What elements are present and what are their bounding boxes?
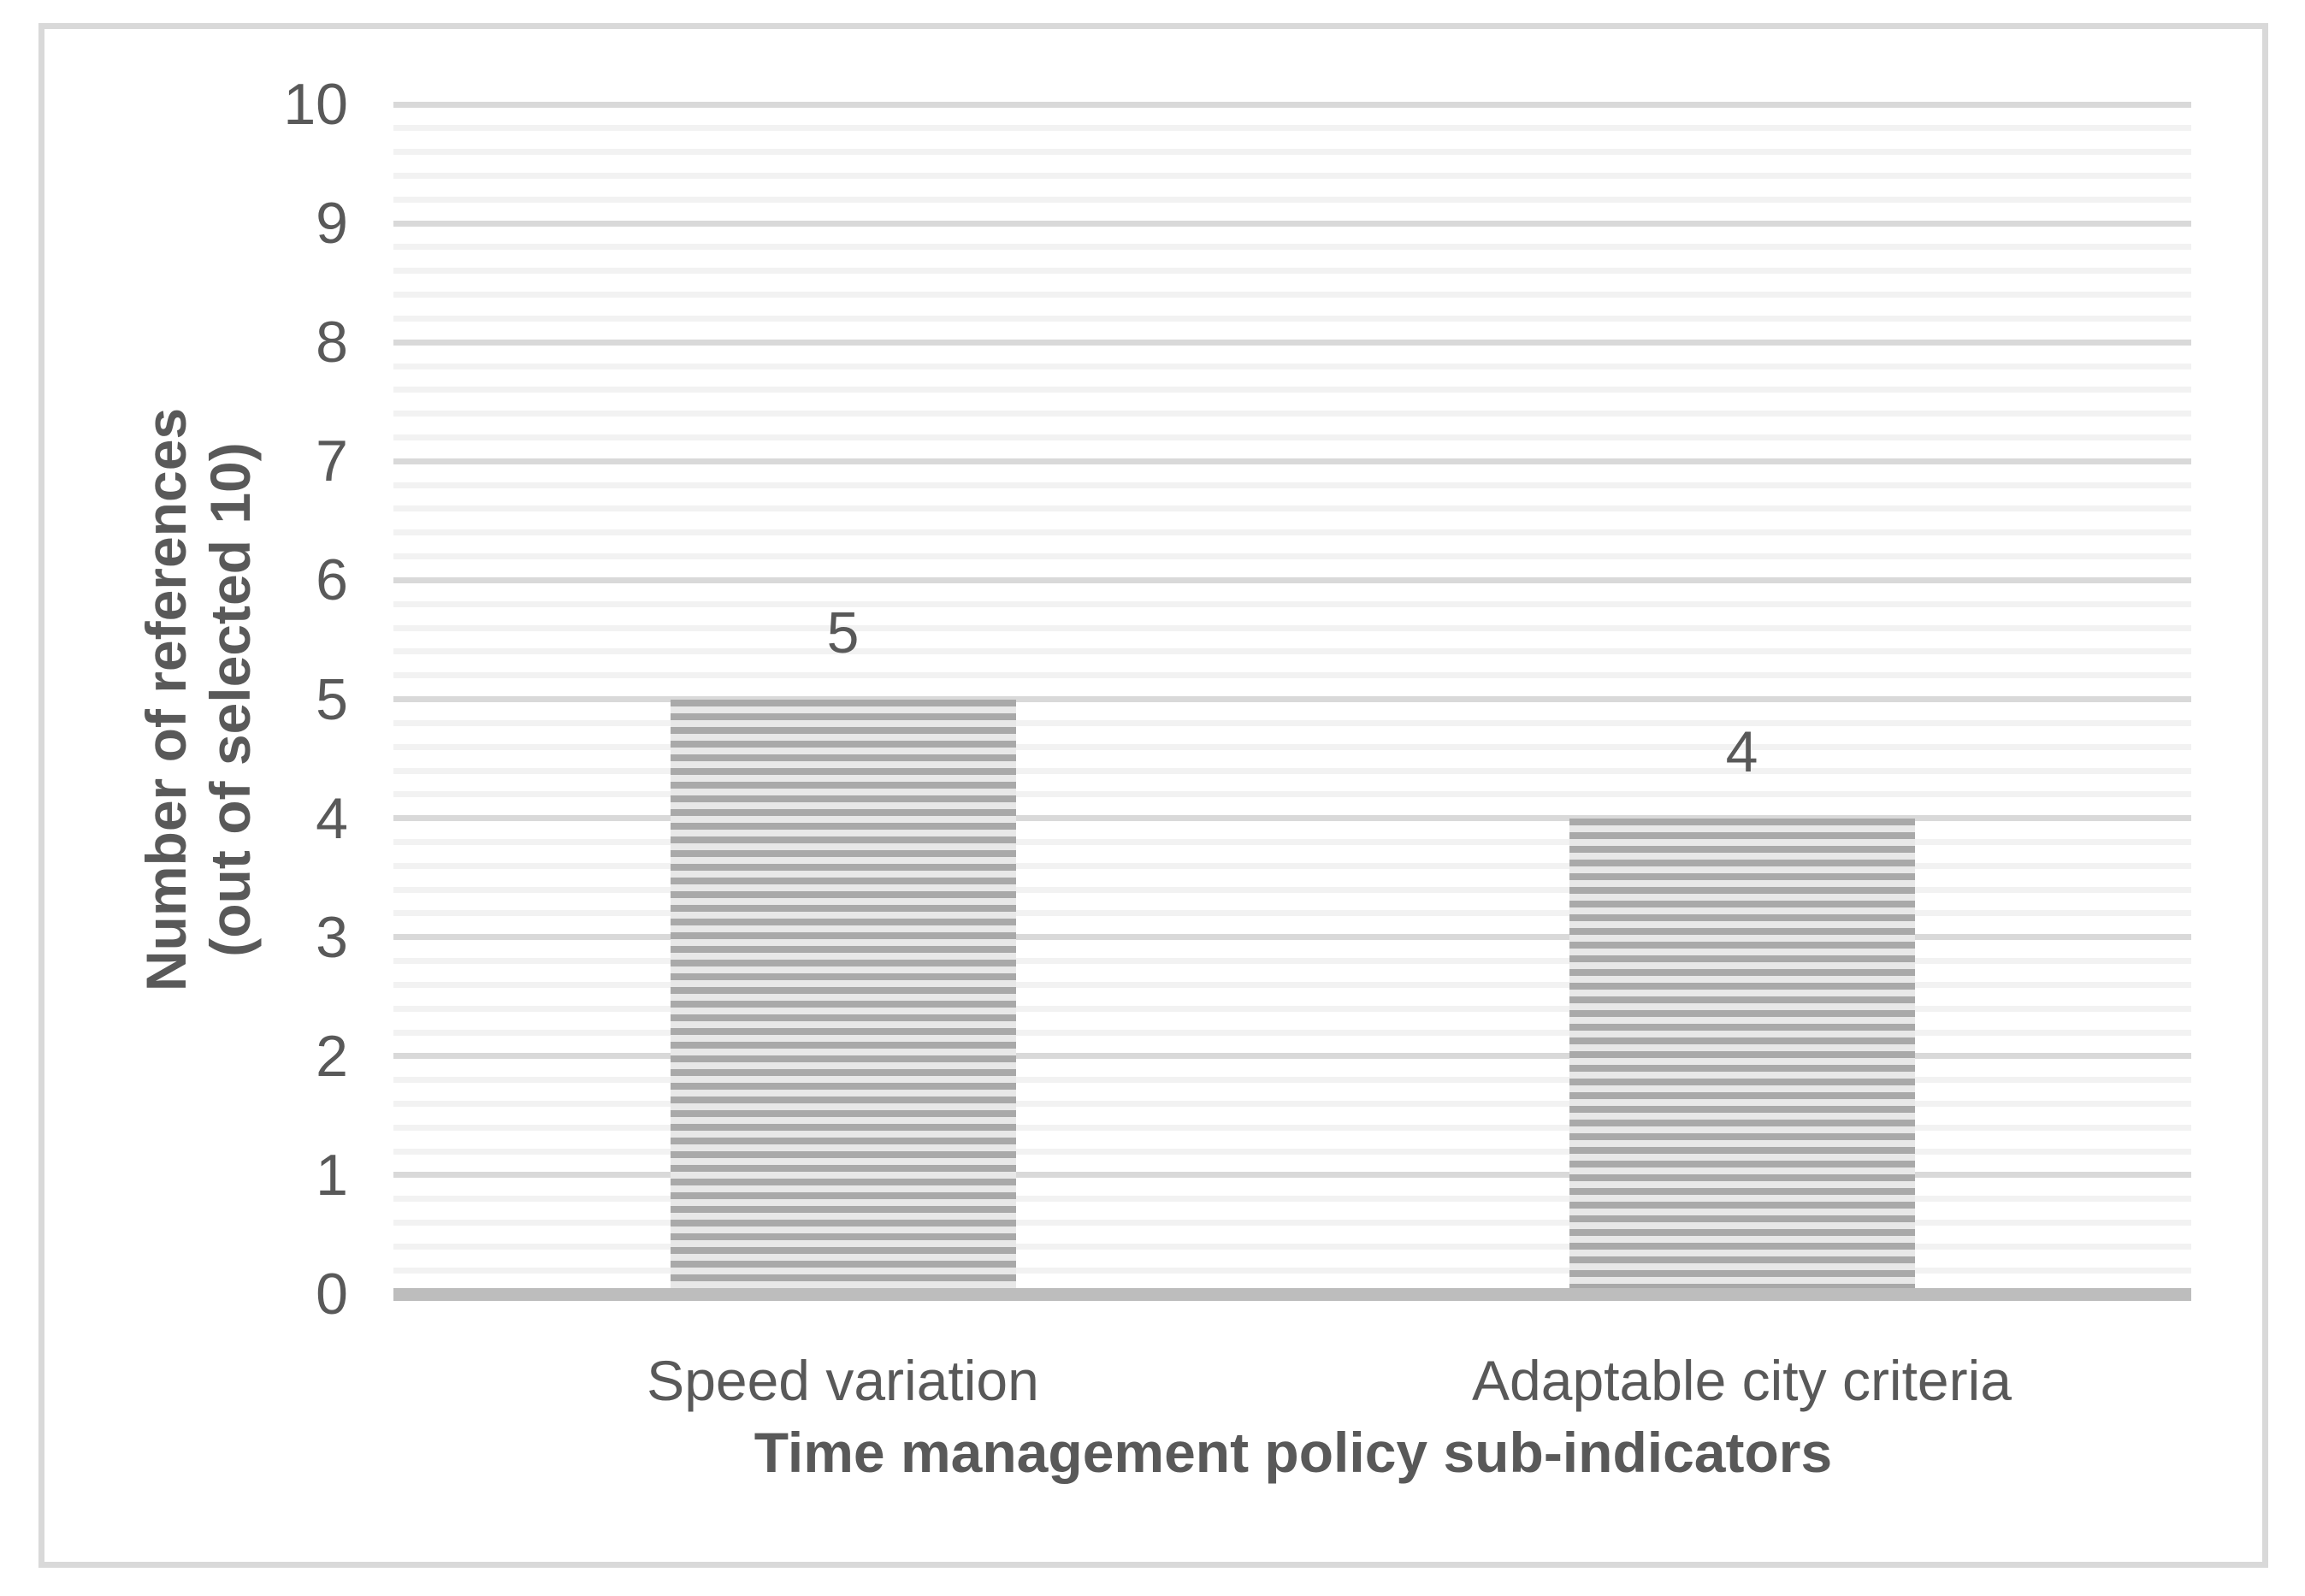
minor-gridline [393, 767, 2191, 774]
major-gridline [393, 934, 2191, 941]
y-tick-label: 0 [316, 1262, 348, 1327]
minor-gridline [393, 553, 2191, 560]
bar-data-label: 5 [826, 600, 860, 665]
y-tick-label: 8 [316, 310, 348, 375]
x-axis-line [393, 1288, 2191, 1301]
minor-gridline [393, 1243, 2191, 1250]
minor-gridline [393, 791, 2191, 798]
bar-speed-variation [670, 699, 1016, 1294]
y-tick-label: 4 [316, 785, 348, 851]
major-gridline [393, 1053, 2191, 1060]
y-tick-label: 10 [283, 72, 348, 137]
minor-gridline [393, 1196, 2191, 1203]
minor-gridline [393, 244, 2191, 251]
minor-gridline [393, 1267, 2191, 1274]
minor-gridline [393, 363, 2191, 369]
y-tick-label: 6 [316, 547, 348, 613]
major-gridline [393, 815, 2191, 822]
minor-gridline [393, 482, 2191, 488]
y-tick-label: 2 [316, 1023, 348, 1089]
minor-gridline [393, 1148, 2191, 1155]
minor-gridline [393, 838, 2191, 845]
minor-gridline [393, 1124, 2191, 1131]
y-tick-label: 3 [316, 904, 348, 970]
minor-gridline [393, 719, 2191, 726]
major-gridline [393, 220, 2191, 227]
minor-gridline [393, 315, 2191, 322]
minor-gridline [393, 1005, 2191, 1012]
minor-gridline [393, 125, 2191, 132]
minor-gridline [393, 648, 2191, 655]
y-axis-title-line1: Number of references [133, 407, 198, 992]
minor-gridline [393, 743, 2191, 750]
minor-gridline [393, 292, 2191, 299]
major-gridline [393, 1172, 2191, 1179]
minor-gridline [393, 196, 2191, 203]
minor-gridline [393, 1220, 2191, 1226]
minor-gridline [393, 505, 2191, 512]
y-tick-label: 5 [316, 666, 348, 732]
minor-gridline [393, 411, 2191, 417]
y-tick-label: 7 [316, 429, 348, 494]
bar-adaptable-city-criteria [1569, 818, 1915, 1294]
category-label: Adaptable city criteria [1472, 1349, 2012, 1412]
minor-gridline [393, 149, 2191, 156]
y-axis-title: Number of references (out of selected 10… [134, 101, 263, 1298]
major-gridline [393, 101, 2191, 108]
major-gridline [393, 339, 2191, 346]
y-tick-label: 1 [316, 1142, 348, 1208]
minor-gridline [393, 529, 2191, 536]
category-label: Speed variation [647, 1349, 1039, 1412]
minor-gridline [393, 958, 2191, 964]
minor-gridline [393, 886, 2191, 893]
minor-gridline [393, 268, 2191, 275]
major-gridline [393, 458, 2191, 464]
minor-gridline [393, 173, 2191, 179]
minor-gridline [393, 862, 2191, 869]
minor-gridline [393, 981, 2191, 988]
minor-gridline [393, 1077, 2191, 1084]
minor-gridline [393, 434, 2191, 440]
minor-gridline [393, 600, 2191, 607]
major-gridline [393, 696, 2191, 702]
major-gridline [393, 576, 2191, 583]
minor-gridline [393, 1029, 2191, 1036]
y-axis-title-line2: (out of selected 10) [198, 442, 262, 957]
bar-data-label: 4 [1725, 718, 1758, 784]
minor-gridline [393, 910, 2191, 917]
y-tick-label: 9 [316, 191, 348, 257]
x-axis-title: Time management policy sub-indicators [754, 1421, 1833, 1484]
minor-gridline [393, 387, 2191, 393]
minor-gridline [393, 1100, 2191, 1107]
minor-gridline [393, 624, 2191, 631]
minor-gridline [393, 672, 2191, 679]
